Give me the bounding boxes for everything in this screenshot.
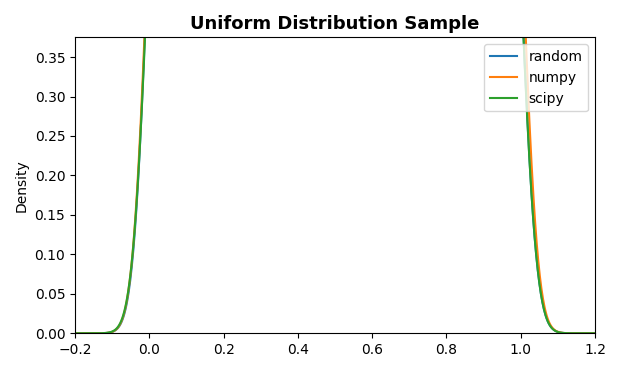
Line: random: random [75,0,595,333]
numpy [124,291,132,295]
numpy [71,331,79,336]
Legend: random, numpy, scipy: random, numpy, scipy [484,44,588,111]
Title: Uniform Distribution Sample: Uniform Distribution Sample [190,15,479,33]
scipy [71,331,79,336]
random [591,331,599,336]
numpy [591,331,599,336]
scipy [124,290,132,294]
random [124,293,132,298]
Line: scipy: scipy [75,0,595,333]
scipy [591,331,599,336]
random [71,331,79,336]
Y-axis label: Density: Density [15,159,29,212]
Line: numpy: numpy [75,0,595,333]
